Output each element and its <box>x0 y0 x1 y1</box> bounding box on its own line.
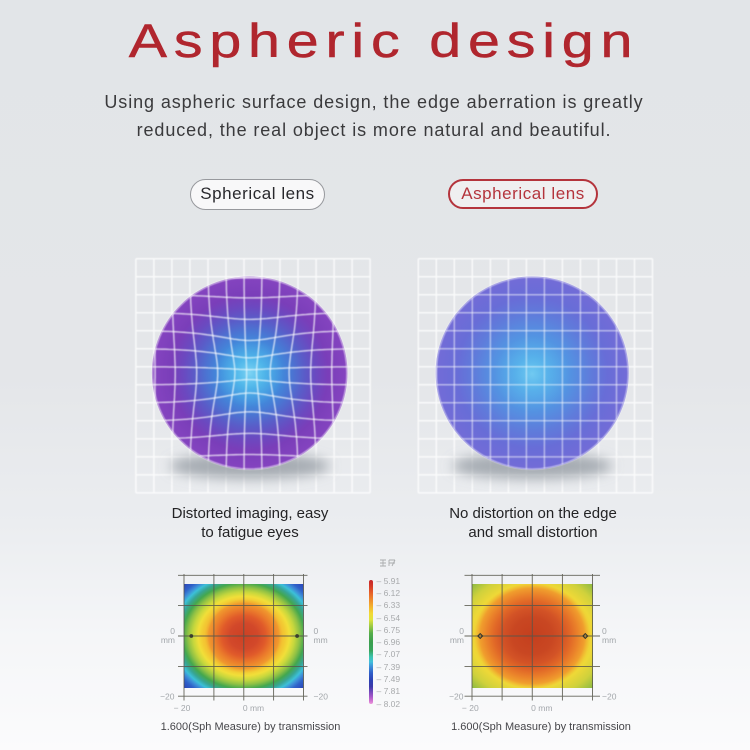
svg-text:0: 0 <box>314 626 319 636</box>
svg-text:0 mm: 0 mm <box>243 703 264 713</box>
svg-text:− 20: − 20 <box>174 703 191 713</box>
svg-text:mm: mm <box>161 635 175 645</box>
svg-text:mm: mm <box>602 635 616 645</box>
svg-text:−20: −20 <box>449 692 464 702</box>
svg-text:mm: mm <box>314 635 328 645</box>
svg-text:mm: mm <box>450 635 464 645</box>
svg-text:0: 0 <box>170 626 175 636</box>
svg-text:0: 0 <box>459 626 464 636</box>
svg-text:−20: −20 <box>602 692 617 702</box>
svg-text:0 mm: 0 mm <box>531 703 552 713</box>
svg-text:−20: −20 <box>314 692 329 702</box>
svg-text:0: 0 <box>602 626 607 636</box>
svg-text:−20: −20 <box>160 692 175 702</box>
svg-text:− 20: − 20 <box>462 703 479 713</box>
